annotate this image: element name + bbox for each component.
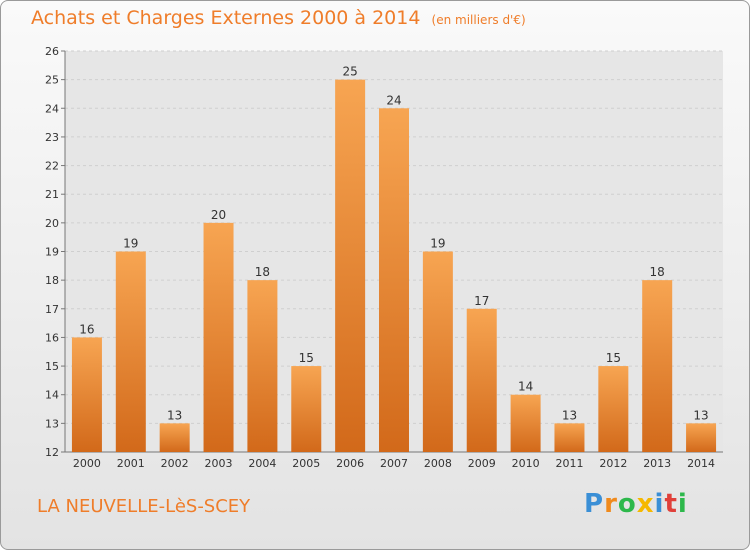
bar xyxy=(247,280,278,452)
data-label: 19 xyxy=(123,237,138,251)
data-label: 13 xyxy=(562,408,577,422)
data-label: 16 xyxy=(79,322,94,336)
x-tick-label: 2001 xyxy=(117,457,145,470)
bar xyxy=(598,366,629,452)
y-tick-label: 14 xyxy=(45,389,59,402)
x-tick-label: 2008 xyxy=(424,457,452,470)
x-tick-label: 2014 xyxy=(687,457,715,470)
data-label: 24 xyxy=(386,93,401,107)
data-label: 25 xyxy=(342,65,357,79)
y-tick-label: 15 xyxy=(45,360,59,373)
bar xyxy=(642,280,673,452)
chart-title: Achats et Charges Externes 2000 à 2014 (… xyxy=(31,7,526,29)
y-tick-label: 18 xyxy=(45,274,59,287)
x-tick-label: 2005 xyxy=(292,457,320,470)
logo-letter: i xyxy=(677,489,688,519)
y-tick-label: 22 xyxy=(45,160,59,173)
bar xyxy=(422,251,453,452)
x-tick-label: 2013 xyxy=(643,457,671,470)
bar xyxy=(466,308,497,452)
y-tick-label: 17 xyxy=(45,303,59,316)
logo-letter: o xyxy=(617,489,637,519)
x-tick-label: 2006 xyxy=(336,457,364,470)
proxiti-logo: Proxiti xyxy=(584,489,688,519)
x-tick-label: 2009 xyxy=(468,457,496,470)
logo-letter: r xyxy=(604,489,618,519)
logo-letter: x xyxy=(636,489,655,519)
data-label: 19 xyxy=(430,237,445,251)
logo-letter: t xyxy=(664,489,678,519)
chart-title-main: Achats et Charges Externes 2000 à 2014 xyxy=(31,7,421,29)
data-label: 18 xyxy=(650,265,665,279)
x-tick-label: 2011 xyxy=(555,457,583,470)
data-label: 18 xyxy=(255,265,270,279)
y-tick-label: 21 xyxy=(45,188,59,201)
bar xyxy=(159,423,190,452)
commune-name: LA NEUVELLE-LèS-SCEY xyxy=(37,496,251,517)
y-tick-label: 12 xyxy=(45,446,59,459)
data-label: 13 xyxy=(693,408,708,422)
bar xyxy=(291,366,322,452)
y-tick-label: 13 xyxy=(45,417,59,430)
data-label: 17 xyxy=(474,294,489,308)
bar xyxy=(203,222,234,452)
x-tick-label: 2012 xyxy=(599,457,627,470)
x-tick-label: 2007 xyxy=(380,457,408,470)
bar xyxy=(71,337,102,452)
bar xyxy=(115,251,146,452)
data-label: 13 xyxy=(167,408,182,422)
bar xyxy=(335,79,366,453)
bar xyxy=(510,394,541,452)
logo-letter: P xyxy=(584,489,605,519)
y-tick-label: 24 xyxy=(45,102,59,115)
x-tick-label: 2004 xyxy=(248,457,276,470)
data-label: 15 xyxy=(299,351,314,365)
data-label: 15 xyxy=(606,351,621,365)
data-label: 20 xyxy=(211,208,226,222)
y-tick-label: 20 xyxy=(45,217,59,230)
y-tick-label: 16 xyxy=(45,331,59,344)
y-tick-label: 19 xyxy=(45,246,59,259)
y-tick-label: 25 xyxy=(45,74,59,87)
logo-letter: i xyxy=(654,489,665,519)
bar xyxy=(379,108,409,453)
bar xyxy=(554,423,585,452)
bar xyxy=(686,423,717,452)
x-tick-label: 2000 xyxy=(73,457,101,470)
x-tick-label: 2003 xyxy=(205,457,233,470)
data-label: 14 xyxy=(518,380,533,394)
x-tick-label: 2002 xyxy=(161,457,189,470)
chart-title-unit: (en milliers d'€) xyxy=(431,13,526,27)
x-tick-label: 2010 xyxy=(512,457,540,470)
y-tick-label: 26 xyxy=(45,45,59,58)
y-tick-label: 23 xyxy=(45,131,59,144)
